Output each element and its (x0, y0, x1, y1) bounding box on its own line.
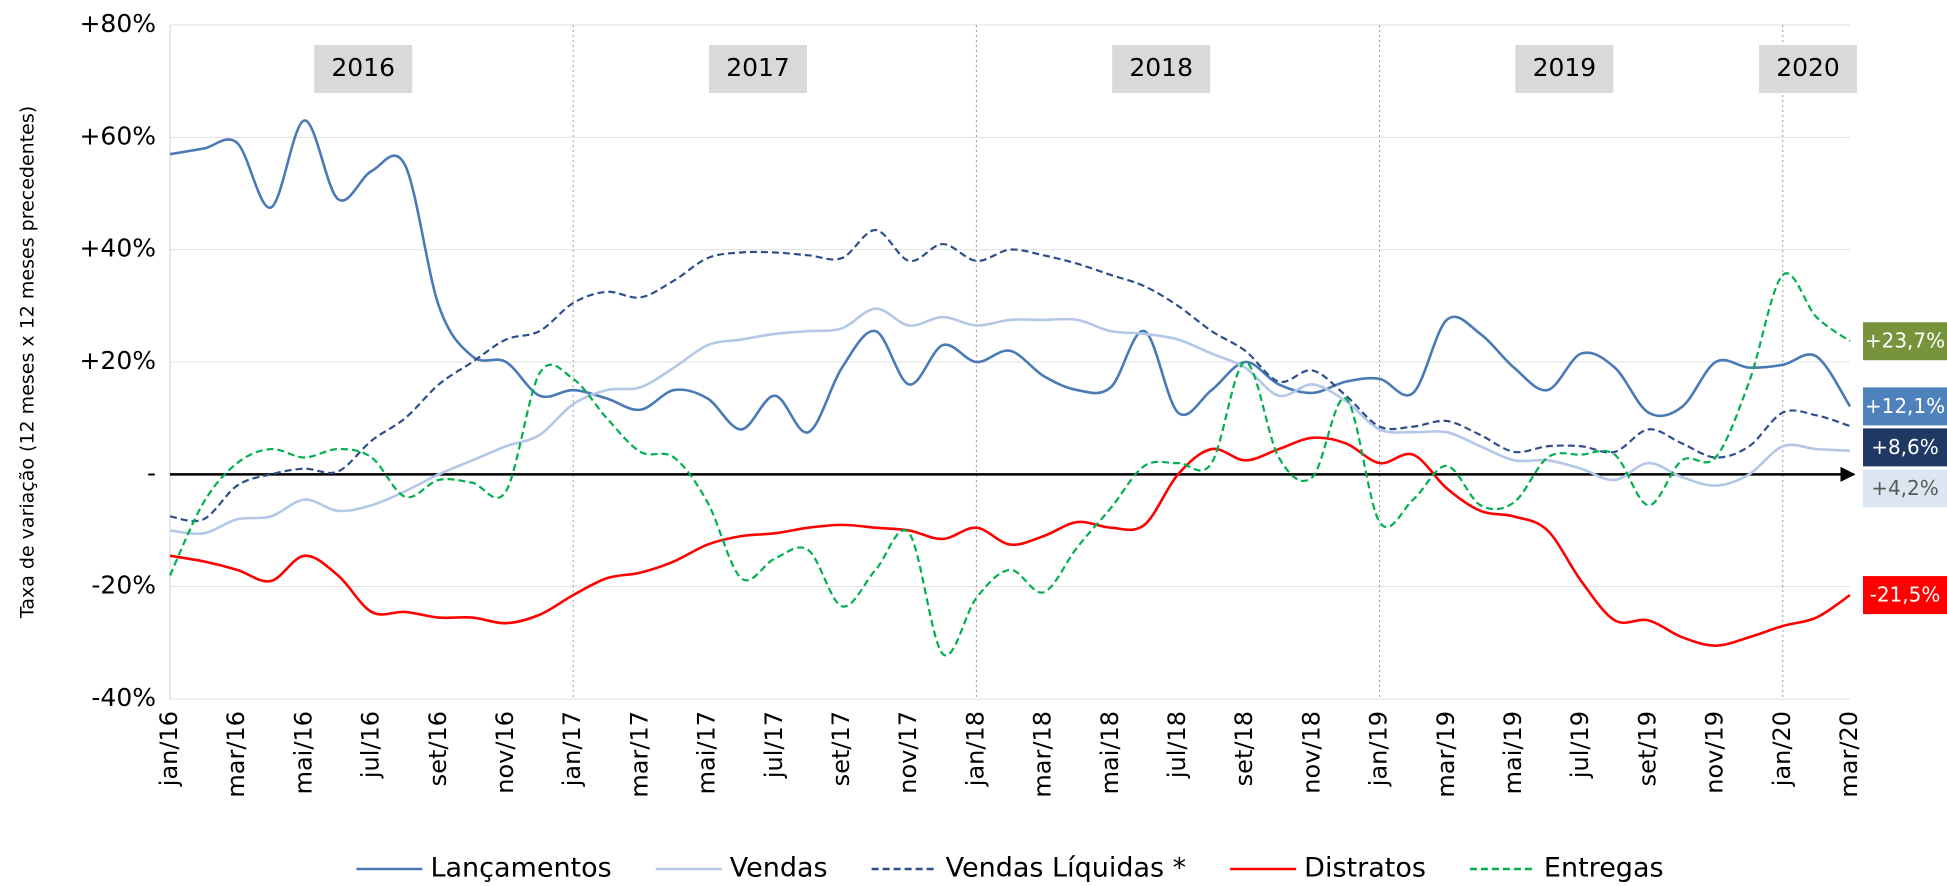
x-tick-label: jul/17 (760, 711, 788, 779)
x-tick-label: set/19 (1633, 711, 1661, 786)
year-label: 2019 (1533, 53, 1597, 82)
value-label-box (1863, 428, 1947, 467)
x-tick-label: mai/16 (289, 711, 317, 794)
year-box (1759, 45, 1857, 93)
x-tick-label: set/16 (424, 711, 452, 786)
year-box (314, 45, 413, 93)
value-label: -21,5% (1870, 583, 1941, 607)
x-tick-label: jan/18 (961, 711, 989, 787)
legend-label: Vendas (730, 853, 828, 884)
legend-label: Entregas (1544, 853, 1664, 884)
series-line (169, 119, 1852, 434)
series-line (169, 272, 1851, 657)
x-tick-label: mar/20 (1835, 711, 1863, 798)
x-tick-label: set/18 (1230, 711, 1258, 786)
x-tick-label: jan/19 (1365, 711, 1393, 787)
value-label-box (1863, 322, 1947, 361)
x-tick-label: jan/20 (1768, 711, 1796, 787)
y-tick-label: - (147, 458, 156, 487)
x-tick-label: mar/17 (625, 711, 653, 798)
x-tick-label: nov/16 (491, 711, 519, 794)
value-label: +8,6% (1871, 435, 1939, 459)
x-tick-label: mai/19 (1499, 711, 1527, 794)
legend-label: Lançamentos (430, 853, 611, 884)
x-tick-label: jul/16 (357, 711, 385, 779)
value-label-box (1863, 387, 1947, 426)
x-tick-label: mar/18 (1029, 711, 1057, 798)
x-tick-label: jul/19 (1566, 711, 1594, 779)
series-line (169, 228, 1851, 523)
value-label: +12,1% (1865, 394, 1945, 418)
year-label: 2017 (726, 53, 790, 82)
value-label: +23,7% (1865, 329, 1945, 353)
value-label-box (1863, 469, 1947, 508)
y-tick-label: -40% (91, 683, 156, 712)
legend-label: Vendas Líquidas * (946, 853, 1187, 884)
value-label: +4,2% (1871, 476, 1939, 500)
series-line (169, 436, 1851, 647)
year-box (1112, 45, 1211, 93)
y-tick-label: +60% (79, 121, 156, 150)
x-tick-label: jan/16 (155, 711, 183, 787)
year-label: 2020 (1776, 53, 1840, 82)
y-tick-label: -20% (91, 571, 156, 600)
legend-label: Distratos (1304, 853, 1426, 884)
x-tick-label: mar/19 (1432, 711, 1460, 798)
x-tick-label: jul/18 (1163, 711, 1191, 779)
y-tick-label: +20% (79, 346, 156, 375)
x-tick-label: nov/19 (1701, 711, 1729, 794)
year-box (709, 45, 807, 93)
x-tick-label: set/17 (827, 711, 855, 786)
series-line (169, 307, 1851, 536)
y-tick-label: +40% (79, 234, 156, 263)
year-box (1515, 45, 1614, 93)
y-tick-label: +80% (79, 9, 156, 38)
x-tick-label: jan/17 (558, 711, 586, 787)
year-label: 2018 (1129, 53, 1193, 82)
x-tick-label: nov/18 (1297, 711, 1325, 794)
value-label-box (1863, 576, 1947, 615)
year-label: 2016 (331, 53, 395, 82)
x-tick-label: nov/17 (894, 711, 922, 794)
x-tick-label: mar/16 (222, 711, 250, 798)
y-axis-title: Taxa de variação (12 meses x 12 meses pr… (17, 106, 39, 619)
x-tick-label: mai/17 (693, 711, 721, 794)
x-tick-label: mai/18 (1096, 711, 1124, 794)
